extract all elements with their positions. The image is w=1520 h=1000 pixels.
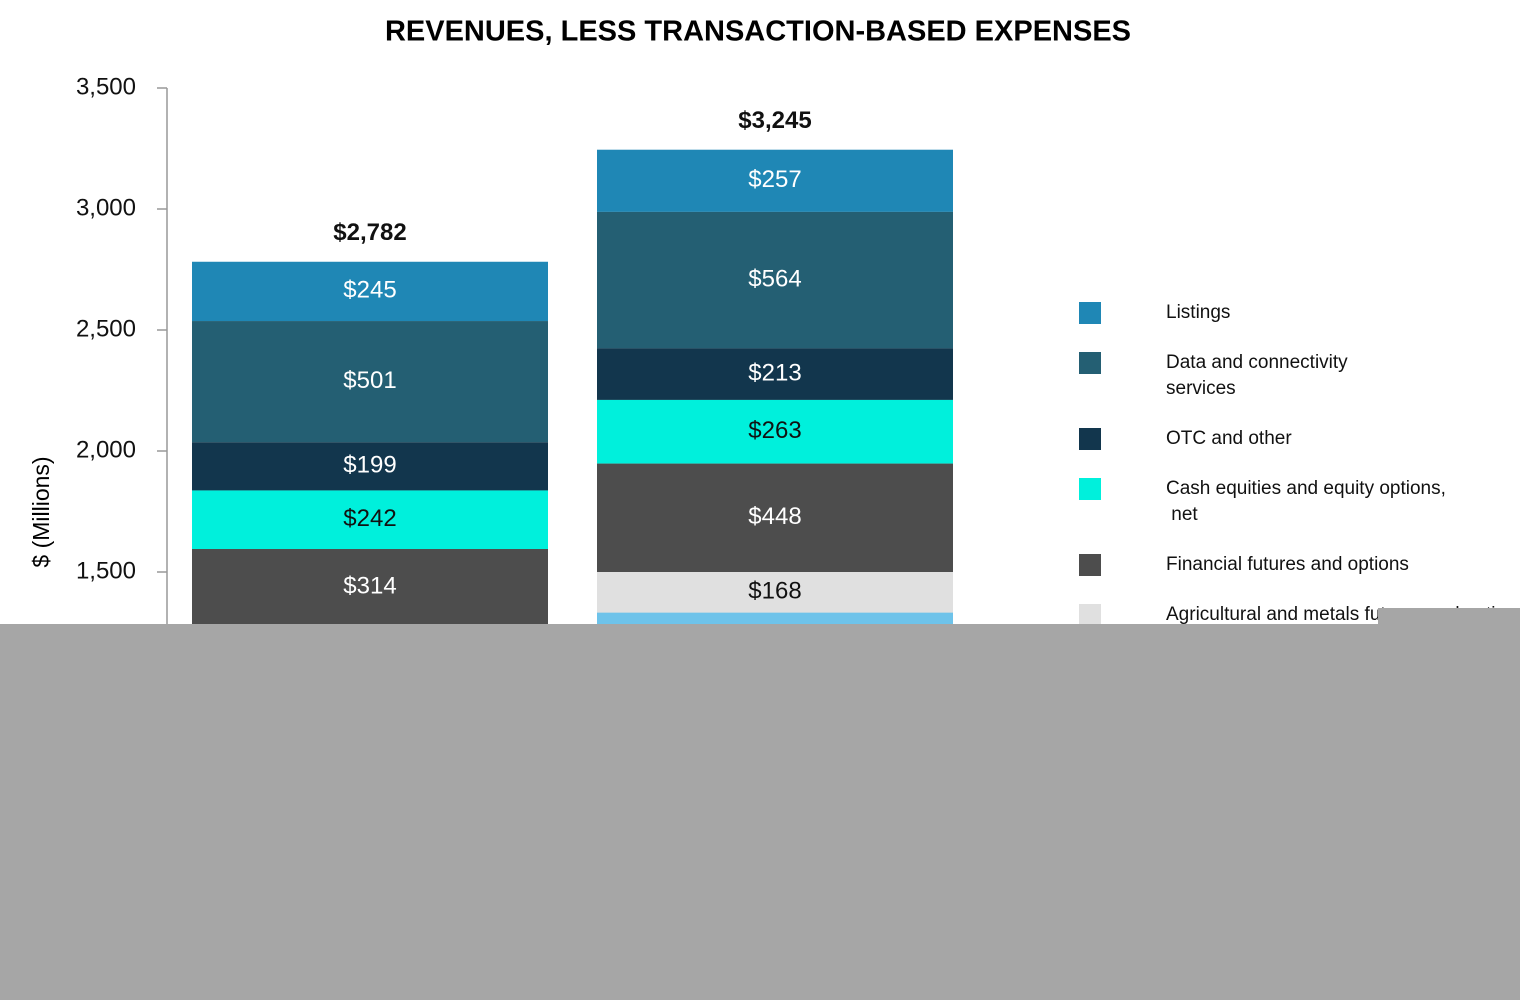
y-tick-label: 2,000 bbox=[76, 436, 136, 463]
y-tick-label: 2,500 bbox=[76, 315, 136, 342]
occluder bbox=[1378, 608, 1520, 624]
total-label: $3,245 bbox=[738, 107, 811, 134]
bar-segment bbox=[597, 463, 953, 572]
value-label: $501 bbox=[343, 367, 396, 394]
value-label: $168 bbox=[748, 578, 801, 605]
legend-label: Listings bbox=[1166, 302, 1231, 323]
chart-title: REVENUES, LESS TRANSACTION-BASED EXPENSE… bbox=[385, 16, 1131, 48]
y-axis-label: $ (Millions) bbox=[28, 456, 54, 567]
bar-segment bbox=[597, 572, 953, 613]
bar-segment bbox=[192, 549, 548, 625]
legend-label: Financial futures and options bbox=[1166, 554, 1409, 575]
legend-swatch bbox=[1079, 478, 1101, 500]
bar-segment bbox=[597, 399, 953, 464]
legend-swatch bbox=[1079, 554, 1101, 576]
value-label: $314 bbox=[343, 572, 396, 599]
bar-segment bbox=[192, 490, 548, 550]
value-label: $448 bbox=[748, 503, 801, 530]
total-label: $2,782 bbox=[333, 219, 406, 246]
y-tick-label: 3,000 bbox=[76, 194, 136, 221]
legend-label: Cash equities and equity options, net bbox=[1166, 478, 1446, 525]
legend-label: Data and connectivity services bbox=[1166, 352, 1348, 399]
legend-swatch bbox=[1079, 352, 1101, 374]
legend-swatch bbox=[1079, 428, 1101, 450]
occluder bbox=[0, 624, 1520, 1000]
value-label: $199 bbox=[343, 452, 396, 479]
legend-swatch bbox=[1079, 302, 1101, 324]
bar-segment bbox=[597, 348, 953, 400]
value-label: $245 bbox=[343, 277, 396, 304]
value-label: $263 bbox=[748, 417, 801, 444]
bar-segment bbox=[597, 211, 953, 349]
value-label: $257 bbox=[748, 166, 801, 193]
bar-segment bbox=[192, 442, 548, 491]
legend-swatch bbox=[1079, 604, 1101, 626]
bar-segment bbox=[192, 321, 548, 443]
value-label: $242 bbox=[343, 505, 396, 532]
legend-label: OTC and other bbox=[1166, 428, 1292, 449]
y-tick-label: 1,500 bbox=[76, 557, 136, 584]
bar-segment bbox=[192, 261, 548, 322]
value-label: $213 bbox=[748, 360, 801, 387]
y-tick-label: 3,500 bbox=[76, 73, 136, 100]
value-label: $564 bbox=[748, 265, 801, 292]
bar-segment bbox=[597, 149, 953, 212]
